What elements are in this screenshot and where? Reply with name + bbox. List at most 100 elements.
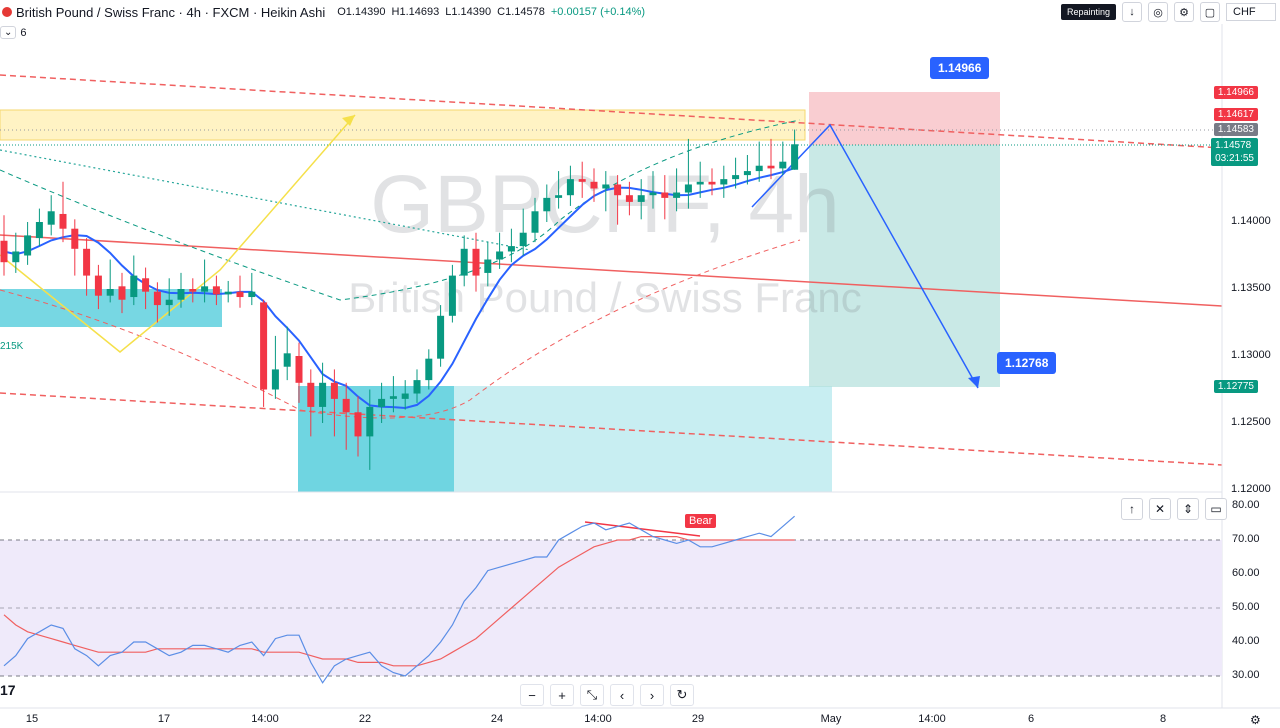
yellow-pattern-line [0,114,356,353]
price-tick-label: 1.12500 [1231,416,1271,428]
more-icon[interactable]: ▢ [1200,2,1220,22]
rsi-tick-label: 30.00 [1232,669,1260,681]
candle-body [460,248,468,276]
candle-body [59,213,67,229]
candle-body [555,195,563,198]
candle-body [106,289,114,296]
blue-arrow-head [968,376,980,388]
gear-icon[interactable]: ⚙ [1174,2,1194,22]
fit-icon[interactable]: ⤡ [580,684,604,706]
upper-target-callout[interactable]: 1.14966 [930,57,990,79]
candle-body [0,240,8,263]
candle-body [637,195,645,202]
candle-body [201,286,209,292]
candle-body [295,356,303,383]
demand-zone-light [454,386,832,492]
candle-body [118,286,126,300]
reset-icon[interactable]: ↻ [670,684,694,706]
chevron-down-icon[interactable]: ⌄ [0,26,17,39]
candle-body [767,165,775,169]
scroll-left-icon[interactable]: ‹ [610,684,634,706]
watermark-symbol: GBPCHF, 4h [370,159,839,250]
lower-channel-line [0,392,1222,466]
time-tick-label: 14:00 [918,713,946,725]
candle-body [401,393,409,399]
candle-body [35,222,43,239]
currency-select[interactable]: CHF [1226,3,1276,21]
candle-body [283,353,291,367]
candle-body [189,289,197,292]
rsi-tick-label: 50.00 [1232,601,1260,613]
lower-target-callout[interactable]: 1.12768 [997,352,1057,374]
candle-body [130,275,138,298]
candle-body [496,251,504,260]
candle-body [472,248,480,276]
move-up-icon[interactable]: ↑ [1121,498,1143,520]
zoom-in-icon[interactable]: + [550,684,574,706]
time-tick-label: 29 [691,713,705,725]
candle-body [177,289,185,300]
candle-body [224,291,232,295]
rsi-pane [0,515,1222,684]
candle-body [378,398,386,407]
top-right-toolbar: Repainting ↓ ◎ ⚙ ▢ CHF [1060,2,1276,22]
candle-body [236,291,244,298]
candle-body [755,165,763,172]
candle-body [519,232,527,247]
maximize-icon[interactable]: ▭ [1205,498,1227,520]
eye-off-icon[interactable]: ◎ [1148,2,1168,22]
arrow-down-icon[interactable]: ↓ [1122,2,1142,22]
target-low-label: 1.12775 [1213,380,1258,393]
candle-body [425,358,433,381]
candles [0,129,799,470]
candle-body [708,181,716,185]
scroll-right-icon[interactable]: › [640,684,664,706]
change-value: +0.00157 (+0.14%) [550,6,646,18]
candle-body [531,211,539,233]
collapse-icon[interactable]: ⇕ [1177,498,1199,520]
close-icon[interactable]: ✕ [1149,498,1171,520]
zoom-out-icon[interactable]: − [520,684,544,706]
time-tick-label: 22 [358,713,372,725]
level-2-label: 1.14583 [1213,123,1258,136]
candle-body [779,161,787,169]
current-price-value: 1.14578 [1215,140,1252,151]
indicator-count: 6 [20,26,27,39]
bear-divergence-badge: Bear [685,514,717,528]
candle-body [153,291,161,306]
candle-body [354,412,362,437]
gear-icon[interactable]: ⚙ [1250,713,1261,727]
indicator-toggle[interactable]: ⌄ 6 [0,26,27,39]
low-value: L1.14390 [445,6,492,18]
candle-body [791,144,799,170]
time-tick-label: 24 [490,713,504,725]
repainting-badge: Repainting [1060,4,1116,20]
candle-body [47,211,55,225]
stop-loss-zone [809,92,1000,145]
candle-body [260,302,268,390]
chart-header: British Pound / Swiss Franc · 4h · FXCM … [0,0,645,24]
candle-body [649,192,657,196]
candle-body [661,192,669,198]
candle-body [319,382,327,407]
candle-body [696,181,704,185]
price-tick-label: 1.13500 [1231,282,1271,294]
candle-body [165,299,173,306]
rsi-tick-label: 40.00 [1232,635,1260,647]
symbol-title[interactable]: British Pound / Swiss Franc · 4h · FXCM … [16,4,326,20]
yellow-arrow-head [342,115,355,126]
take-profit-zone [809,145,1000,387]
time-tick-label: 8 [1159,713,1167,725]
rsi-tick-label: 60.00 [1232,567,1260,579]
candle-body [684,184,692,193]
target-high-label: 1.14966 [1213,86,1258,99]
countdown-value: 03:21:55 [1215,153,1254,164]
candle-body [24,235,32,256]
rsi-ma-line [3,535,795,667]
candle-body [12,251,20,263]
watermark: GBPCHF, 4h British Pound / Swiss Franc [348,159,862,321]
level-1-label: 1.14617 [1213,108,1258,121]
chart-navigation: − + ⤡ ‹ › ↻ [520,684,694,706]
middle-trend-line [0,234,1222,307]
